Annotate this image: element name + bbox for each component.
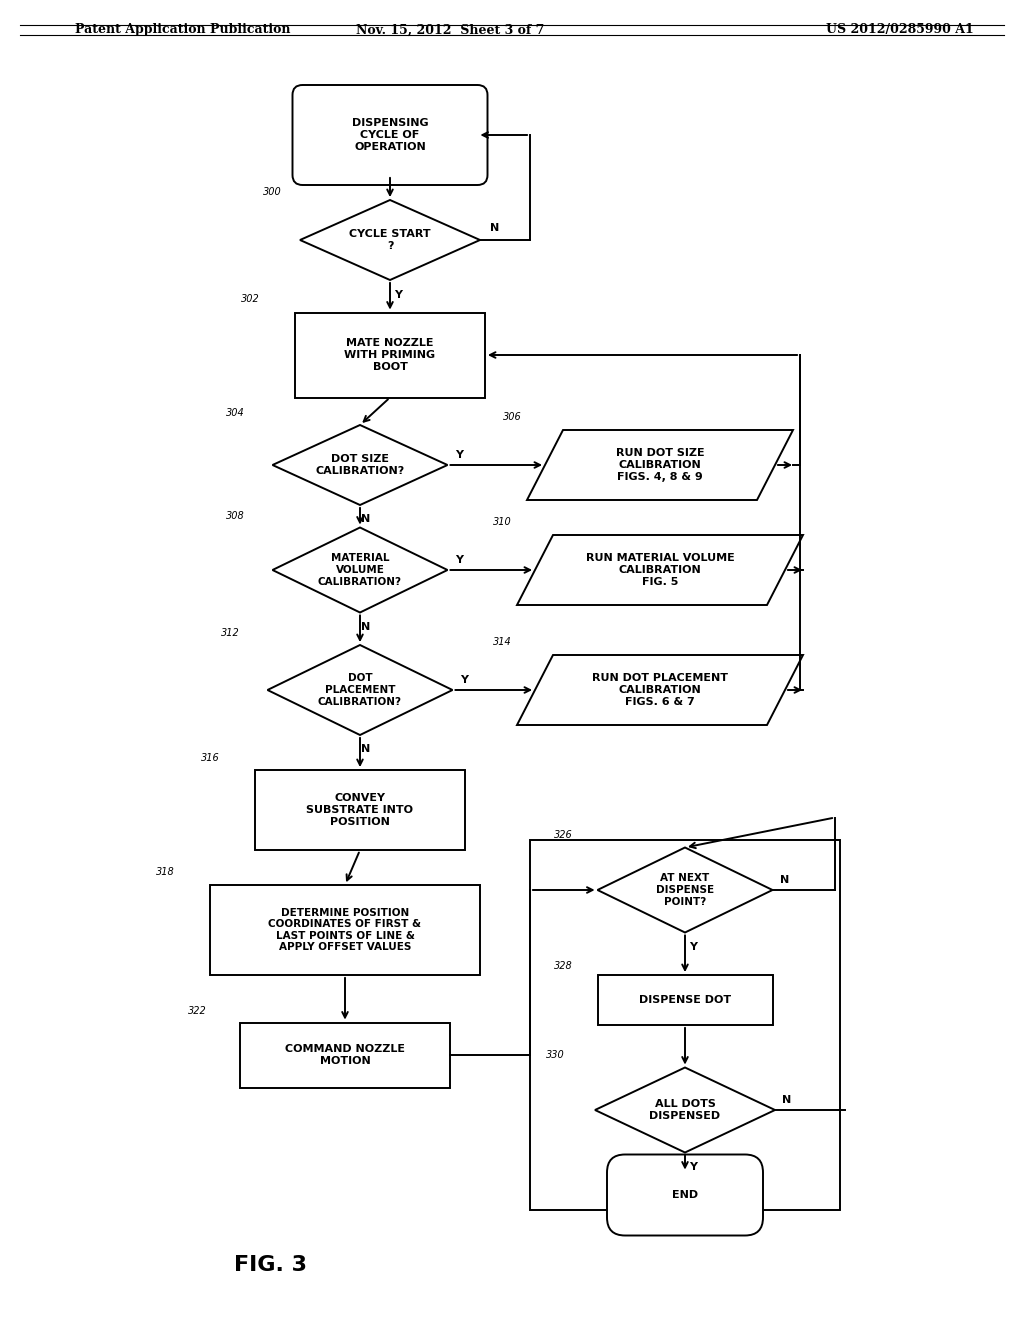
Bar <box>210 884 480 975</box>
Text: 310: 310 <box>493 517 511 527</box>
Polygon shape <box>517 655 803 725</box>
Text: FIG. 3: FIG. 3 <box>233 1255 306 1275</box>
Text: Y: Y <box>461 675 469 685</box>
Text: N: N <box>782 1096 792 1105</box>
Text: Y: Y <box>689 942 697 953</box>
Text: RUN DOT SIZE
CALIBRATION
FIGS. 4, 8 & 9: RUN DOT SIZE CALIBRATION FIGS. 4, 8 & 9 <box>615 449 705 482</box>
Text: RUN MATERIAL VOLUME
CALIBRATION
FIG. 5: RUN MATERIAL VOLUME CALIBRATION FIG. 5 <box>586 553 734 586</box>
Text: AT NEXT
DISPENSE
POINT?: AT NEXT DISPENSE POINT? <box>656 874 714 907</box>
Polygon shape <box>527 430 793 500</box>
Text: COMMAND NOZZLE
MOTION: COMMAND NOZZLE MOTION <box>285 1044 406 1065</box>
Text: 318: 318 <box>156 867 174 876</box>
Text: MATERIAL
VOLUME
CALIBRATION?: MATERIAL VOLUME CALIBRATION? <box>318 553 402 586</box>
Text: 302: 302 <box>241 294 259 304</box>
Text: 316: 316 <box>201 752 219 763</box>
Text: N: N <box>361 513 371 524</box>
Text: 326: 326 <box>554 830 572 840</box>
Text: Patent Application Publication: Patent Application Publication <box>75 24 291 37</box>
Bar <box>530 840 840 1210</box>
Text: US 2012/0285990 A1: US 2012/0285990 A1 <box>826 24 974 37</box>
Text: N: N <box>361 622 371 631</box>
FancyBboxPatch shape <box>607 1155 763 1236</box>
Text: DOT SIZE
CALIBRATION?: DOT SIZE CALIBRATION? <box>315 454 404 475</box>
Text: DETERMINE POSITION
COORDINATES OF FIRST &
LAST POINTS OF LINE &
APPLY OFFSET VAL: DETERMINE POSITION COORDINATES OF FIRST … <box>268 908 422 953</box>
Text: 312: 312 <box>220 628 240 638</box>
Polygon shape <box>595 1068 775 1152</box>
Text: 322: 322 <box>187 1006 207 1016</box>
Bar <box>597 975 772 1026</box>
Text: Y: Y <box>456 450 464 459</box>
Text: 314: 314 <box>493 638 511 647</box>
Text: 306: 306 <box>503 412 521 422</box>
Polygon shape <box>300 201 480 280</box>
Text: Nov. 15, 2012  Sheet 3 of 7: Nov. 15, 2012 Sheet 3 of 7 <box>355 24 544 37</box>
Text: N: N <box>490 223 500 234</box>
Text: 304: 304 <box>225 408 245 418</box>
Text: DISPENSE DOT: DISPENSE DOT <box>639 995 731 1005</box>
Text: Y: Y <box>689 1163 697 1172</box>
Text: N: N <box>780 875 790 884</box>
Text: 328: 328 <box>554 961 572 972</box>
Text: N: N <box>361 744 371 754</box>
Polygon shape <box>597 847 772 932</box>
Text: MATE NOZZLE
WITH PRIMING
BOOT: MATE NOZZLE WITH PRIMING BOOT <box>344 338 435 372</box>
Text: Y: Y <box>456 554 464 565</box>
Text: END: END <box>672 1191 698 1200</box>
Bar <box>255 770 465 850</box>
Bar <box>240 1023 450 1088</box>
Text: Y: Y <box>394 290 402 300</box>
Text: 300: 300 <box>262 187 282 197</box>
Text: DOT
PLACEMENT
CALIBRATION?: DOT PLACEMENT CALIBRATION? <box>318 673 402 706</box>
Text: ALL DOTS
DISPENSED: ALL DOTS DISPENSED <box>649 1100 721 1121</box>
Text: DISPENSING
CYCLE OF
OPERATION: DISPENSING CYCLE OF OPERATION <box>351 119 428 152</box>
FancyBboxPatch shape <box>293 84 487 185</box>
Text: 330: 330 <box>546 1049 564 1060</box>
Polygon shape <box>272 425 447 506</box>
Text: CYCLE START
?: CYCLE START ? <box>349 230 431 251</box>
Polygon shape <box>272 528 447 612</box>
Text: 308: 308 <box>225 511 245 521</box>
Polygon shape <box>517 535 803 605</box>
Bar <box>295 313 485 397</box>
Polygon shape <box>267 645 453 735</box>
Text: RUN DOT PLACEMENT
CALIBRATION
FIGS. 6 & 7: RUN DOT PLACEMENT CALIBRATION FIGS. 6 & … <box>592 673 728 706</box>
Text: CONVEY
SUBSTRATE INTO
POSITION: CONVEY SUBSTRATE INTO POSITION <box>306 793 414 826</box>
